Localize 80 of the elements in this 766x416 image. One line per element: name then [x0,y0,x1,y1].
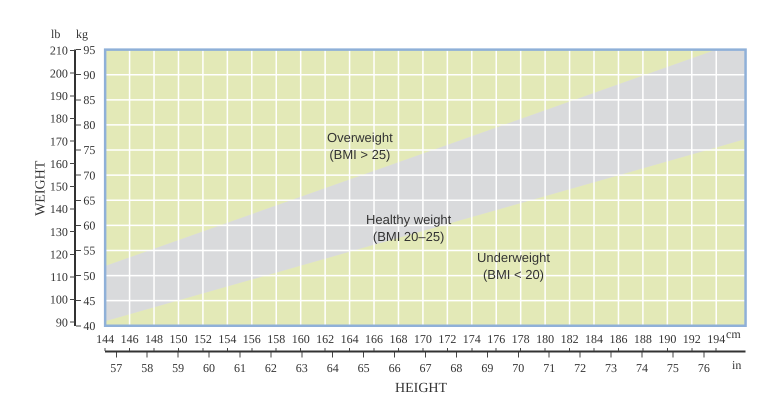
x2-tick-label: 75 [666,360,679,375]
y2-tick-label: 90 [56,315,68,330]
x-tick-label: 180 [536,332,554,346]
y2-tick-label: 160 [50,156,68,171]
x-tick-label: 150 [169,332,188,346]
x2-tick-label: 76 [698,360,710,375]
annotation: Underweight (BMI < 20) [477,250,550,282]
x2-tick-label: 69 [481,360,494,375]
x-tick-label: 184 [585,332,604,346]
x2-tick-label: 72 [574,360,586,375]
annotation: Overweight (BMI > 25) [327,130,394,162]
text: kg [76,27,88,41]
y-tick-label: 70 [83,168,96,182]
y-tick-label: 45 [83,294,96,308]
y-tick-label: 85 [83,93,96,108]
x2-tick-label: 68 [450,360,462,375]
x2-tick-label: 73 [605,360,618,375]
x-tick-label: 176 [487,332,506,346]
x-tick-label: 194 [707,332,726,346]
x2-tick-label: 64 [326,360,339,375]
x2-tick-label: 57 [110,360,122,375]
y-tick-label: 95 [83,42,96,57]
y-tick-label: 75 [83,143,96,158]
text: lb [51,27,60,41]
x-tick-label: 164 [340,332,359,346]
y-tick-label: 50 [83,268,96,283]
x2-tick-label: 67 [420,360,432,375]
x2-tick-label: 71 [543,360,556,375]
y2-tick-label: 120 [50,247,68,262]
x-axis-title: HEIGHT [395,381,448,396]
y2-axis-title: WEIGHT [34,160,49,216]
y2-tick-label: 140 [50,202,68,216]
y-tick-label: 40 [83,318,96,333]
x2-tick-label: 70 [512,360,524,375]
x-tick-label: 154 [218,332,236,346]
x2-tick-label: 74 [636,360,648,375]
y2-tick-label: 200 [50,66,68,80]
x-tick-label: 170 [414,332,432,346]
x-tick-label: 146 [120,332,139,346]
x-tick-label: 188 [634,332,652,346]
x-tick-label: 192 [682,332,701,346]
y2-tick-label: 210 [50,44,68,58]
y2-tick-label: 110 [50,270,68,284]
x-tick-label: 152 [194,332,212,346]
x-tick-label: 174 [462,332,481,346]
x2-tick-label: 62 [264,360,277,375]
y-tick-label: 65 [83,193,96,208]
x-tick-label: 182 [560,332,579,346]
x-tick-label: 178 [512,332,530,346]
x-tick-label: 144 [96,332,114,346]
y-tick-label: 60 [83,218,96,233]
x2-tick-label: 61 [234,360,246,375]
x-tick-label: 186 [609,332,628,346]
x2-tick-label: 60 [203,360,216,375]
x2-tick-label: 59 [172,360,184,375]
text: in [732,358,742,372]
x2-tick-label: 65 [358,360,370,375]
x-tick-label: 148 [145,332,164,346]
annotation: Healthy weight (BMI 20–25) [366,212,452,244]
y-tick-label: 90 [83,68,96,82]
x-tick-label: 160 [292,332,310,346]
y2-tick-label: 190 [50,88,68,103]
x-tick-label: 166 [365,332,384,346]
x2-tick-label: 58 [141,360,154,375]
y2-tick-label: 130 [50,224,68,239]
y2-tick-label: 180 [50,112,68,126]
x2-tick-label: 66 [388,360,401,375]
y-tick-label: 80 [83,118,96,132]
x-tick-label: 158 [267,332,286,346]
x-tick-label: 162 [316,332,334,346]
x-tick-label: 168 [389,332,408,346]
x2-tick-label: 63 [296,360,308,375]
x-tick-label: 156 [242,332,261,346]
text: cm [726,327,742,341]
y2-tick-label: 170 [50,134,68,148]
y2-tick-label: 100 [50,292,68,307]
x-tick-label: 172 [438,332,456,346]
y-tick-label: 55 [83,244,96,258]
x-tick-label: 190 [658,332,676,346]
y2-tick-label: 150 [50,180,68,194]
